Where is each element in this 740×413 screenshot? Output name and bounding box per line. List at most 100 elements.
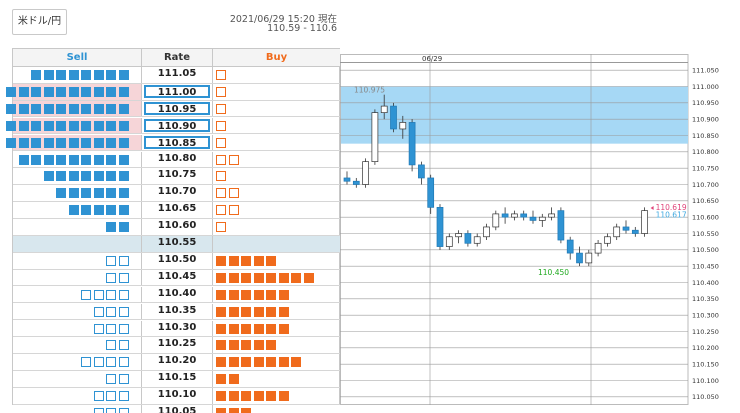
candle-body xyxy=(622,226,630,231)
candle-body xyxy=(548,213,555,218)
rate-cell: 110.20 xyxy=(141,354,213,370)
sell-order-filled xyxy=(56,154,66,165)
rate-value: 110.45 xyxy=(157,270,197,282)
buy-order-filled xyxy=(278,272,289,283)
buy-order-filled xyxy=(228,357,239,368)
buy-cell[interactable] xyxy=(213,118,340,134)
y-tick-label: 110.200 xyxy=(692,344,719,352)
rate-value: 110.70 xyxy=(157,186,197,198)
buy-cell[interactable] xyxy=(213,304,340,320)
sell-cell[interactable] xyxy=(13,236,141,252)
sell-cell[interactable] xyxy=(13,270,141,286)
buy-cell[interactable] xyxy=(213,371,340,387)
sell-order-filled xyxy=(118,154,129,165)
price-range-text: 110.59 - 110.6 xyxy=(267,23,337,34)
ladder-row: 110.30 xyxy=(13,320,340,338)
currency-pair-button[interactable]: 米ドル/円 xyxy=(12,9,67,35)
buy-order-empty xyxy=(216,103,226,114)
buy-cell[interactable] xyxy=(213,354,340,370)
buy-cell[interactable] xyxy=(213,152,340,168)
sell-cell[interactable] xyxy=(13,321,141,337)
buy-cell[interactable] xyxy=(213,337,340,353)
buy-cell[interactable] xyxy=(213,185,340,201)
sell-cell[interactable] xyxy=(13,388,141,404)
sell-order-filled xyxy=(93,70,104,80)
buy-cell[interactable] xyxy=(213,270,340,286)
rate-value: 111.05 xyxy=(157,68,197,79)
sell-order-empty xyxy=(81,289,91,300)
ladder-row: 110.45 xyxy=(13,269,340,287)
sell-cell[interactable] xyxy=(13,67,141,83)
rate-cell: 110.40 xyxy=(141,286,213,303)
sell-cell[interactable] xyxy=(6,83,141,100)
sell-cell[interactable] xyxy=(13,152,141,168)
rate-value: 110.40 xyxy=(157,287,197,299)
buy-order-filled xyxy=(278,306,289,317)
sell-cell[interactable] xyxy=(13,219,141,235)
sell-cell[interactable] xyxy=(13,253,141,269)
buy-cell[interactable] xyxy=(213,253,340,269)
sell-order-filled xyxy=(18,103,29,114)
buy-cell[interactable] xyxy=(213,287,340,303)
sell-order-empty xyxy=(118,323,129,334)
sell-cell[interactable] xyxy=(13,287,141,303)
candle-body xyxy=(511,213,518,218)
sell-cell[interactable] xyxy=(13,354,141,370)
sell-cell[interactable] xyxy=(13,304,141,320)
sell-cell[interactable] xyxy=(6,117,141,134)
sell-cell[interactable] xyxy=(13,168,141,184)
buy-cell[interactable] xyxy=(213,219,340,235)
sell-order-filled xyxy=(6,86,16,97)
buy-cell[interactable] xyxy=(213,405,340,413)
buy-cell[interactable] xyxy=(213,236,340,252)
buy-cell[interactable] xyxy=(213,321,340,337)
sell-cell[interactable] xyxy=(6,134,141,151)
rate-value: 110.10 xyxy=(157,389,197,401)
rate-cell: 110.50 xyxy=(141,252,213,269)
sell-cell[interactable] xyxy=(13,185,141,201)
buy-cell[interactable] xyxy=(213,101,340,117)
sell-order-filled xyxy=(93,120,104,131)
buy-order-empty xyxy=(228,205,239,216)
ladder-row: 110.75 xyxy=(13,168,340,186)
sell-order-empty xyxy=(118,289,129,300)
rate-value: 110.90 xyxy=(144,118,210,133)
sell-order-filled xyxy=(93,188,104,199)
sell-order-empty xyxy=(106,272,116,283)
buy-order-filled xyxy=(253,289,264,300)
buy-order-filled xyxy=(228,323,239,334)
buy-order-empty xyxy=(216,154,226,165)
buy-order-filled xyxy=(216,255,226,266)
sell-cell[interactable] xyxy=(6,100,141,117)
sell-order-empty xyxy=(93,306,104,317)
rate-cell: 110.75 xyxy=(141,168,213,185)
buy-cell[interactable] xyxy=(213,84,340,100)
buy-order-filled xyxy=(228,408,239,413)
sell-order-empty xyxy=(81,357,91,368)
buy-cell[interactable] xyxy=(213,388,340,404)
buy-cell[interactable] xyxy=(213,135,340,151)
sell-order-empty xyxy=(106,255,116,266)
buy-order-filled xyxy=(216,272,226,283)
buy-order-filled xyxy=(291,272,301,283)
sell-order-filled xyxy=(43,154,54,165)
buy-cell[interactable] xyxy=(213,168,340,184)
y-tick-label: 110.750 xyxy=(692,164,719,172)
y-tick-label: 110.250 xyxy=(692,328,719,336)
candle-body xyxy=(427,177,435,208)
sell-cell[interactable] xyxy=(13,202,141,218)
candle-body xyxy=(604,236,611,244)
buy-cell[interactable] xyxy=(213,202,340,218)
sell-cell[interactable] xyxy=(13,371,141,387)
sell-cell[interactable] xyxy=(13,337,141,353)
sell-order-filled xyxy=(106,70,116,80)
sell-order-filled xyxy=(106,171,116,182)
sell-order-empty xyxy=(118,272,129,283)
sell-order-filled xyxy=(81,86,91,97)
buy-order-filled xyxy=(253,340,264,351)
sell-cell[interactable] xyxy=(13,405,141,413)
buy-cell[interactable] xyxy=(213,67,340,83)
sell-order-filled xyxy=(93,137,104,148)
rate-value: 110.65 xyxy=(157,203,197,215)
ladder-row: 110.95 xyxy=(6,100,340,118)
